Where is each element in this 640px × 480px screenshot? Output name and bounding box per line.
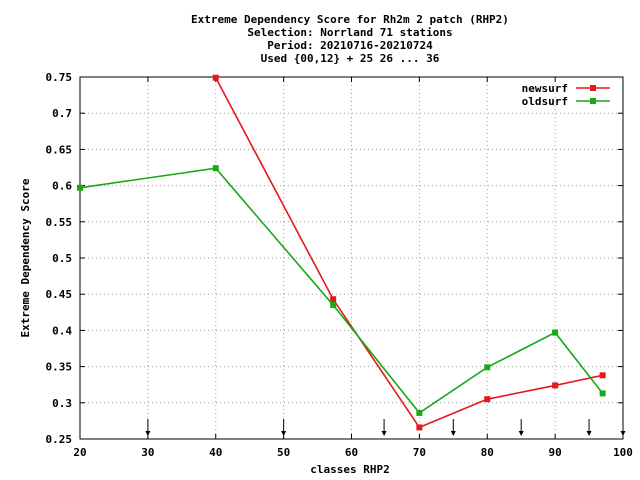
y-tick-label: 0.6 [52, 180, 72, 193]
y-tick-label: 0.45 [46, 288, 73, 301]
legend-label: oldsurf [522, 95, 568, 108]
oldsurf-point [599, 390, 606, 397]
x-tick-label: 50 [277, 446, 290, 459]
oldsurf-point [330, 302, 337, 309]
legend-swatch-marker [590, 85, 596, 91]
series-group [77, 74, 606, 431]
arrow-head [145, 431, 151, 436]
x-tick-label: 80 [481, 446, 494, 459]
y-tick-label: 0.75 [46, 71, 73, 84]
y-tick-label: 0.4 [52, 324, 72, 337]
newsurf-point [599, 372, 606, 379]
x-tick-label: 100 [613, 446, 633, 459]
x-axis: 20 30 40 50 60 70 80 90 100 [73, 77, 633, 459]
y-tick-label: 0.3 [52, 397, 72, 410]
arrow-head [518, 431, 524, 436]
x-tick-label: 20 [73, 446, 86, 459]
newsurf-point [552, 382, 559, 389]
x-tick-label: 60 [345, 446, 358, 459]
x-tick-label: 70 [413, 446, 426, 459]
newsurf-point [416, 424, 423, 431]
y-axis-label: Extreme Dependency Score [19, 178, 32, 337]
newsurf-line [215, 77, 603, 429]
oldsurf-line [79, 167, 604, 415]
y-tick-label: 0.25 [46, 433, 73, 446]
legend-swatch-marker [590, 98, 596, 104]
x-tick-label: 30 [141, 446, 154, 459]
oldsurf-point [416, 409, 423, 416]
newsurf-point [484, 396, 491, 403]
newsurf-point [212, 74, 219, 81]
y-tick-label: 0.5 [52, 252, 72, 265]
arrow-head [450, 431, 456, 436]
grid [80, 77, 623, 439]
arrow-head [281, 431, 287, 436]
arrow-head [381, 431, 387, 436]
oldsurf-point [552, 329, 559, 336]
arrow-markers [145, 419, 626, 436]
title-line-2: Selection: Norrland 71 stations [247, 26, 452, 39]
title-line-1: Extreme Dependency Score for Rh2m 2 patc… [191, 13, 509, 26]
y-tick-label: 0.35 [46, 361, 73, 374]
chart-title: Extreme Dependency Score for Rh2m 2 patc… [191, 13, 509, 65]
x-tick-label: 90 [549, 446, 562, 459]
arrow-head [586, 431, 592, 436]
y-tick-label: 0.65 [46, 143, 73, 156]
y-tick-label: 0.55 [46, 216, 73, 229]
title-line-3: Period: 20210716-20210724 [267, 39, 433, 52]
newsurf-point [330, 296, 337, 303]
oldsurf-point [77, 184, 83, 191]
arrow-head [620, 431, 626, 436]
y-tick-label: 0.7 [52, 107, 72, 120]
oldsurf-point [212, 165, 219, 172]
legend-label: newsurf [522, 82, 568, 95]
y-axis: 0.25 0.3 0.35 0.4 0.45 0.5 0.55 0.6 0.65 0.7 0.75 [46, 71, 623, 446]
x-tick-label: 40 [209, 446, 222, 459]
title-line-4: Used {00,12} + 25 26 ... 36 [261, 52, 440, 65]
x-axis-label: classes RHP2 [310, 463, 389, 476]
oldsurf-point [484, 364, 491, 371]
